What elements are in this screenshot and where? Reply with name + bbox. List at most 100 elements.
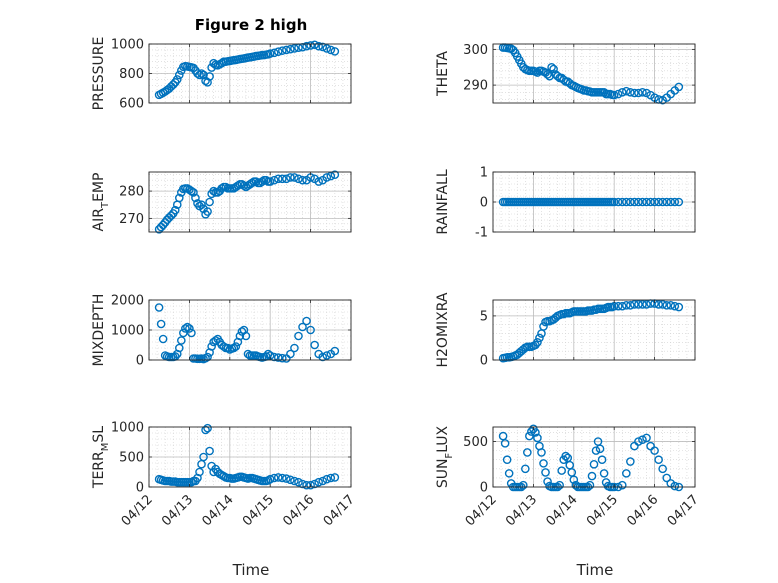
data-point [638,300,647,309]
data-point [638,197,647,207]
data-point [642,433,651,443]
data-point [273,473,283,482]
y-axis-label: SUNFLUX [435,425,455,488]
data-point [553,71,562,81]
data-point [318,476,328,486]
data-point [622,300,631,310]
x-tick-label: 04/12 [463,492,500,529]
data-point [666,300,676,310]
data-point [189,188,198,197]
data-point [535,333,544,343]
data-point [158,334,168,344]
data-point [310,40,319,50]
y-tick-label: 1000 [111,38,144,53]
data-point [201,425,210,435]
data-point [197,69,206,78]
data-point [278,473,287,483]
data-point [571,480,581,490]
data-point [547,62,556,72]
data-point [185,324,194,333]
subplot-rainfall: -1 0 1 RAINFALL [435,166,696,241]
data-point [239,181,249,190]
y-axis-label: THETA [435,51,451,97]
x-tick-label: 04/15 [584,492,621,529]
data-point [634,197,643,207]
data-point [294,331,303,341]
axes-box [148,171,352,233]
data-point [203,423,212,433]
data-point [658,300,667,309]
data-point [265,177,275,186]
data-point [314,477,323,487]
y-axis-label-main: MIXDEPTH [91,294,107,367]
data-point [622,197,631,207]
data-point [626,457,635,466]
data-point [211,336,220,345]
data-point [322,173,332,182]
data-point [302,480,311,490]
data-point [533,338,542,347]
data-point [241,331,251,341]
data-point [156,319,166,329]
data-point [557,466,566,475]
x-tick-label: 04/16 [280,492,317,529]
y-tick-label: 500 [463,435,488,450]
data-point [617,197,627,207]
y-tick-label: 800 [119,67,144,82]
data-point [521,464,530,474]
data-point [298,322,307,332]
x-tick-label: 04/17 [321,492,358,529]
y-tick-label: 280 [119,185,144,200]
y-tick-label: 600 [119,97,144,112]
data-point [617,480,627,490]
data-point [294,174,303,184]
data-point [286,475,295,485]
data-point [290,44,299,53]
y-axis-label: RAINFALL [435,169,451,234]
data-point [278,174,287,184]
data-point [199,452,208,462]
data-point [286,44,295,54]
data-point [613,301,623,311]
data-point [290,343,299,353]
data-point [609,90,619,100]
data-point [322,474,332,484]
axes-box [492,43,696,104]
data-point [330,47,340,56]
data-point [674,302,684,312]
y-axis-label: AIRTEMP [91,173,111,232]
data-point [533,68,542,77]
data-point [634,437,643,446]
x-tick-label: 04/15 [240,492,277,529]
data-point [154,303,164,312]
data-point [666,197,676,207]
data-point [229,343,239,353]
data-point [585,480,595,490]
data-point [654,300,663,309]
data-point [205,72,214,81]
data-point [199,70,208,80]
data-point [539,459,548,468]
data-point [183,322,192,332]
y-tick-label: 5 [480,309,488,324]
subplot-mixdepth: 0 1000 2000 MIXDEPTH [91,294,352,369]
data-point [539,322,548,331]
data-point [549,64,558,74]
data-point [282,474,291,483]
data-point [330,170,340,180]
data-point [205,197,214,207]
subplot-theta: 290 300 THETA [435,43,696,105]
y-tick-label: 1000 [111,421,144,436]
data-point [310,479,319,489]
data-point [500,439,510,448]
data-point [278,46,287,55]
data-point [282,174,291,184]
data-point [257,177,267,186]
data-point [205,446,214,456]
data-point [203,352,212,362]
data-point [658,464,667,474]
data-point [235,331,245,341]
data-point [318,352,328,362]
data-point [290,476,299,486]
